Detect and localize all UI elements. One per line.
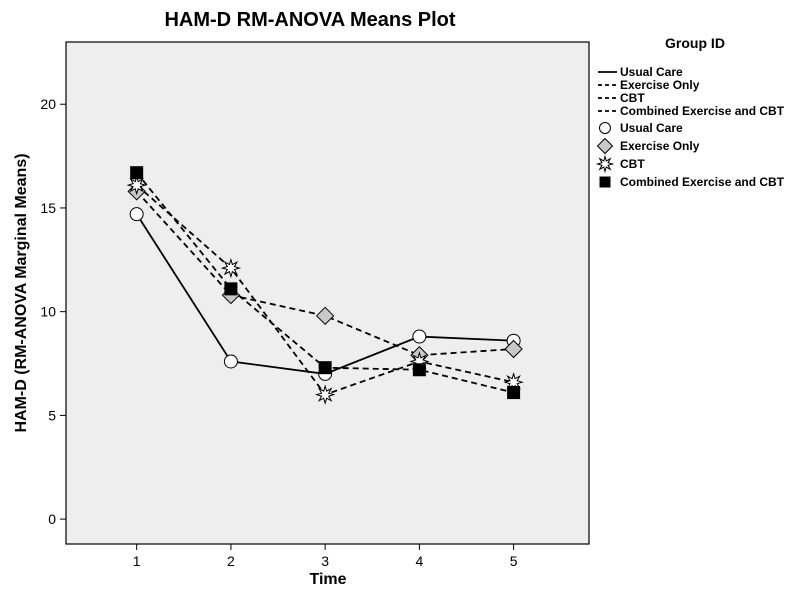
- legend-marker-item: Combined Exercise and CBT: [599, 175, 785, 189]
- legend-line-label: Exercise Only: [620, 78, 700, 92]
- legend-line-item: CBT: [598, 91, 645, 105]
- x-tick-label: 5: [510, 553, 518, 569]
- x-tick-label: 3: [321, 553, 329, 569]
- y-tick-label: 20: [40, 96, 56, 112]
- series-layer: [126, 166, 524, 405]
- data-point-circle: [223, 354, 238, 369]
- x-axis: 1 2 3 4 5: [133, 544, 518, 569]
- plot-area: [65, 41, 590, 545]
- data-point-square: [412, 363, 426, 377]
- legend-marker-label: Combined Exercise and CBT: [620, 175, 785, 189]
- chart-title: HAM-D RM-ANOVA Means Plot: [164, 9, 455, 31]
- legend-line-label: Usual Care: [620, 65, 683, 79]
- data-point-square: [130, 166, 144, 180]
- legend-line-item: Exercise Only: [598, 78, 700, 92]
- y-tick-label: 10: [40, 304, 56, 320]
- data-point-diamond: [504, 339, 523, 359]
- data-point-star: [126, 174, 147, 196]
- y-tick-label: 5: [48, 407, 56, 423]
- legend-marker-label: Usual Care: [620, 121, 683, 135]
- legend-marker-label: Exercise Only: [620, 139, 700, 153]
- data-point-diamond: [315, 306, 335, 326]
- legend-marker-item: Exercise Only: [596, 137, 700, 155]
- legend-marker-item: CBT: [595, 154, 645, 174]
- x-tick-label: 4: [415, 553, 423, 569]
- x-tick-label: 2: [227, 553, 235, 569]
- legend-marker-star: [595, 154, 615, 174]
- x-tick-label: 1: [133, 553, 141, 569]
- legend-marker-square: [599, 176, 611, 188]
- data-point-star: [220, 257, 242, 279]
- legend-marker-diamond: [596, 137, 614, 155]
- data-point-star: [314, 384, 336, 405]
- y-axis: 0 5 10 15 20: [40, 96, 66, 527]
- legend-marker-item: Usual Care: [599, 121, 683, 135]
- legend-line-item: Usual Care: [598, 65, 683, 79]
- y-tick-label: 0: [48, 511, 56, 527]
- legend-marker-label: CBT: [620, 157, 645, 171]
- legend-line-item: Combined Exercise and CBT: [598, 104, 785, 118]
- x-axis-label: Time: [309, 571, 346, 588]
- legend-marker-circle: [599, 122, 611, 134]
- data-point-circle: [412, 329, 427, 344]
- legend-title: Group ID: [665, 35, 725, 51]
- series-3: [130, 166, 521, 400]
- data-point-square: [318, 361, 332, 375]
- legend-line-label: Combined Exercise and CBT: [620, 104, 785, 118]
- y-axis-label: HAM-D (RM-ANOVA Marginal Means): [13, 153, 30, 432]
- data-point-circle: [129, 207, 144, 222]
- series-line: [136, 190, 514, 357]
- data-point-square: [224, 282, 238, 296]
- data-point-square: [507, 386, 521, 400]
- legend-line-label: CBT: [620, 91, 645, 105]
- y-tick-label: 15: [40, 200, 56, 216]
